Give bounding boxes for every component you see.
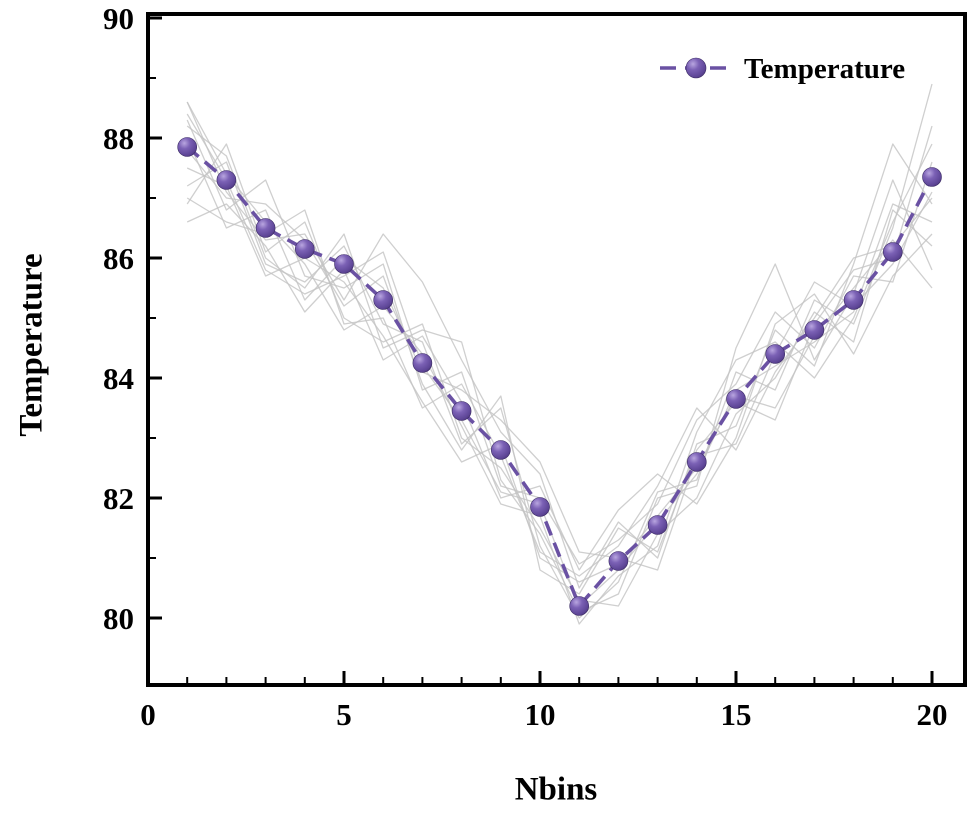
background-run-line bbox=[186, 203, 933, 571]
temperature-marker bbox=[804, 320, 825, 340]
temperature-marker bbox=[647, 515, 668, 535]
x-tick-label: 10 bbox=[525, 697, 556, 732]
temperature-marker bbox=[490, 440, 511, 460]
temperature-marker bbox=[255, 218, 276, 238]
temperature-marker bbox=[451, 401, 472, 421]
temperature-marker bbox=[334, 254, 354, 274]
background-run-line bbox=[186, 125, 933, 595]
legend-label: Temperature bbox=[744, 53, 905, 85]
x-tick-label: 5 bbox=[336, 697, 352, 732]
temperature-marker bbox=[294, 239, 315, 259]
temperature-marker bbox=[686, 452, 707, 472]
temperature-marker bbox=[765, 344, 786, 364]
y-tick-label: 86 bbox=[103, 241, 134, 276]
temperature-marker bbox=[608, 551, 629, 571]
legend-marker-icon bbox=[685, 57, 707, 79]
y-tick-label: 80 bbox=[103, 601, 134, 636]
temperature-marker bbox=[726, 389, 746, 409]
background-run-line bbox=[186, 101, 933, 589]
temperature-marker bbox=[216, 170, 237, 190]
y-axis-label: Temperature bbox=[13, 253, 50, 437]
x-tick-label: 0 bbox=[140, 697, 156, 732]
temperature-marker bbox=[412, 353, 433, 373]
x-tick-label: 15 bbox=[721, 697, 752, 732]
y-tick-label: 90 bbox=[103, 1, 134, 36]
y-tick-label: 82 bbox=[103, 481, 134, 516]
temperature-marker bbox=[530, 497, 550, 517]
x-tick-label: 20 bbox=[917, 697, 948, 732]
temperature-marker bbox=[882, 242, 903, 262]
temperature-marker bbox=[177, 137, 197, 157]
y-tick-label: 88 bbox=[103, 121, 134, 156]
plot-frame bbox=[146, 12, 967, 687]
x-axis-label: Nbins bbox=[514, 771, 598, 808]
y-tick-label: 84 bbox=[103, 361, 134, 396]
temperature-marker bbox=[843, 290, 864, 310]
temperature-marker bbox=[373, 290, 394, 310]
background-run-line bbox=[186, 119, 933, 565]
background-run-line bbox=[186, 101, 933, 625]
background-run-line bbox=[186, 137, 933, 571]
background-run-line bbox=[186, 125, 933, 613]
legend: Temperature bbox=[660, 53, 905, 85]
temperature-marker bbox=[569, 596, 590, 616]
temperature-mean-line bbox=[186, 145, 934, 608]
background-run-line bbox=[186, 167, 933, 583]
temperature-marker bbox=[922, 167, 942, 187]
